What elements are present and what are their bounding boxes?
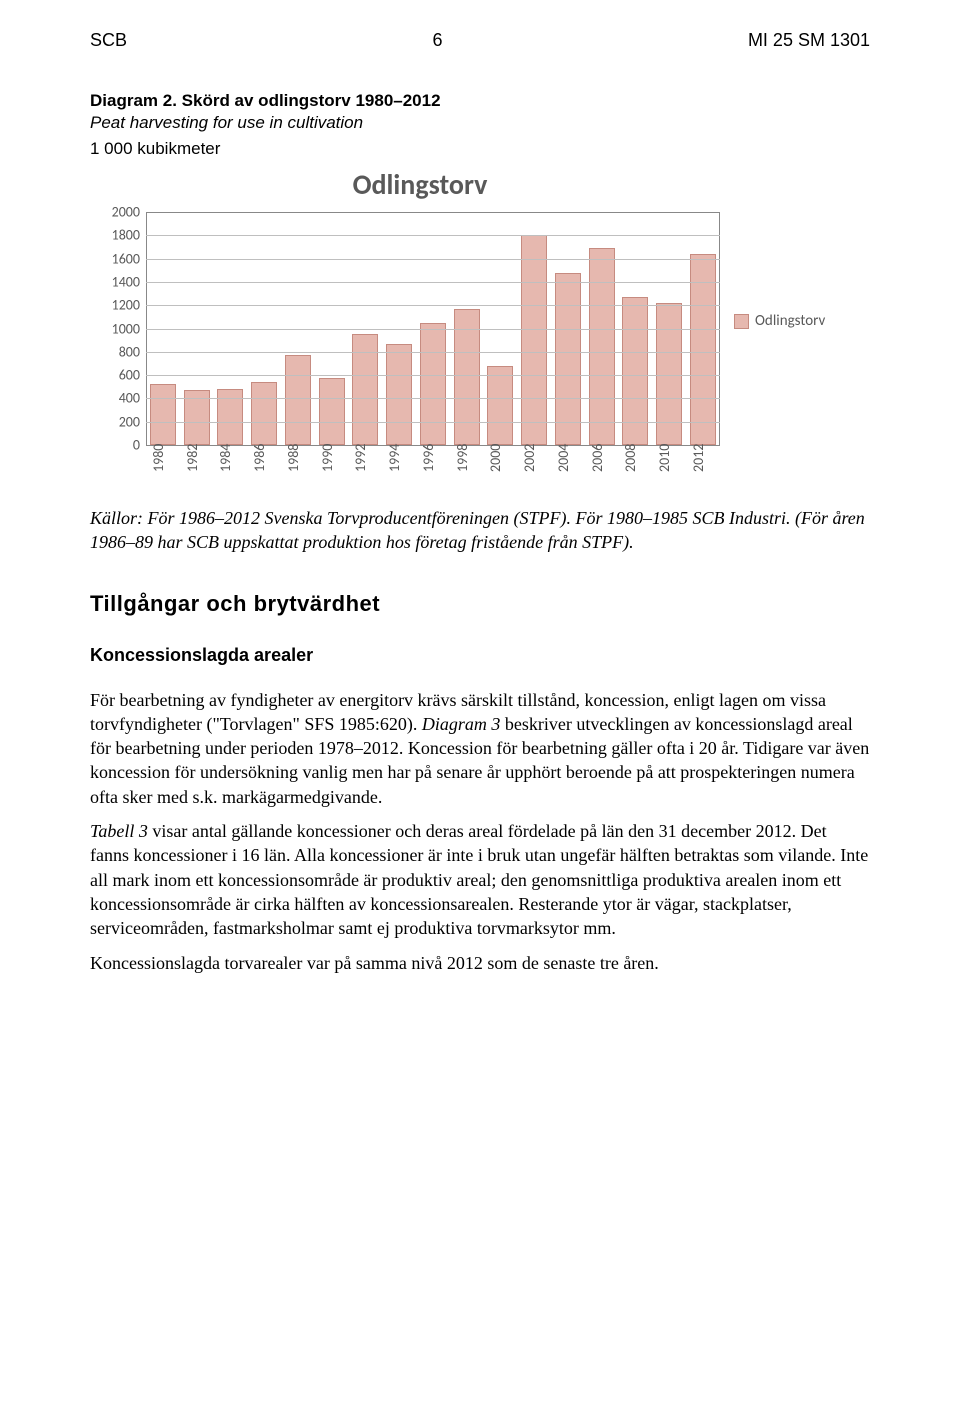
y-tick-label: 2000 <box>90 204 140 221</box>
header-right: MI 25 SM 1301 <box>748 30 870 51</box>
header-left: SCB <box>90 30 127 51</box>
chart-source: Källor: För 1986–2012 Svenska Torvproduc… <box>90 506 870 555</box>
bar <box>386 344 412 445</box>
bar <box>454 309 480 445</box>
y-tick-label: 400 <box>90 390 140 407</box>
gridline <box>146 282 720 283</box>
x-tick-label: 2006 <box>589 452 615 472</box>
page-header: SCB 6 MI 25 SM 1301 <box>90 30 870 51</box>
x-tick-label: 2010 <box>656 452 682 472</box>
chart-unit: 1 000 kubikmeter <box>90 139 870 159</box>
y-tick-label: 1800 <box>90 227 140 244</box>
gridline <box>146 375 720 376</box>
bar <box>420 323 446 445</box>
bar <box>319 378 345 445</box>
chart-big-title: Odlingstorv <box>150 167 690 202</box>
y-tick-label: 1400 <box>90 273 140 290</box>
chart-legend: Odlingstorv <box>734 312 825 330</box>
y-tick-label: 200 <box>90 413 140 430</box>
bar-chart: 1980 1982 1984 1986 1988 1990 1992 1994 1996 1998… <box>90 212 720 472</box>
x-tick-label: 1980 <box>150 452 176 472</box>
paragraph-1: För bearbetning av fyndigheter av energi… <box>90 688 870 809</box>
chart-subtitle: Peat harvesting for use in cultivation <box>90 113 870 133</box>
x-tick-label: 1984 <box>217 452 243 472</box>
gridline <box>146 235 720 236</box>
header-center: 6 <box>432 30 442 51</box>
y-tick-label: 600 <box>90 367 140 384</box>
gridline <box>146 352 720 353</box>
tabell3-ref: Tabell 3 <box>90 821 148 841</box>
section-title: Tillgångar och brytvärdhet <box>90 591 870 617</box>
gridline <box>146 305 720 306</box>
x-tick-label: 1990 <box>319 452 345 472</box>
x-tick-label: 2012 <box>690 452 716 472</box>
x-tick-label: 1998 <box>454 452 480 472</box>
y-tick-label: 1000 <box>90 320 140 337</box>
bar <box>285 355 311 445</box>
x-tick-label: 2000 <box>487 452 513 472</box>
bar <box>521 235 547 445</box>
gridline <box>146 422 720 423</box>
x-tick-label: 2004 <box>555 452 581 472</box>
paragraph-2: Tabell 3 visar antal gällande koncession… <box>90 819 870 940</box>
x-tick-label: 1986 <box>251 452 277 472</box>
x-tick-label: 1988 <box>285 452 311 472</box>
bar <box>589 248 615 445</box>
gridline <box>146 259 720 260</box>
diagram3-ref: Diagram 3 <box>422 714 501 734</box>
gridline <box>146 329 720 330</box>
legend-label: Odlingstorv <box>755 312 825 330</box>
bar <box>622 297 648 445</box>
x-tick-label: 1994 <box>386 452 412 472</box>
chart-title: Diagram 2. Skörd av odlingstorv 1980–201… <box>90 91 870 111</box>
bar <box>555 273 581 445</box>
y-tick-label: 1600 <box>90 250 140 267</box>
subsection-title: Koncessionslagda arealer <box>90 645 870 666</box>
legend-swatch <box>734 314 749 329</box>
x-labels: 1980 1982 1984 1986 1988 1990 1992 1994 1996 1998… <box>146 452 720 472</box>
bar <box>150 384 176 445</box>
paragraph-3: Koncessionslagda torvarealer var på samm… <box>90 951 870 975</box>
y-tick-label: 0 <box>90 437 140 454</box>
x-tick-label: 1982 <box>184 452 210 472</box>
x-tick-label: 2002 <box>521 452 547 472</box>
gridline <box>146 398 720 399</box>
bar <box>352 334 378 445</box>
x-tick-label: 2008 <box>622 452 648 472</box>
bar <box>251 382 277 445</box>
bar <box>487 366 513 445</box>
x-tick-label: 1992 <box>352 452 378 472</box>
y-tick-label: 800 <box>90 343 140 360</box>
x-tick-label: 1996 <box>420 452 446 472</box>
y-tick-label: 1200 <box>90 297 140 314</box>
